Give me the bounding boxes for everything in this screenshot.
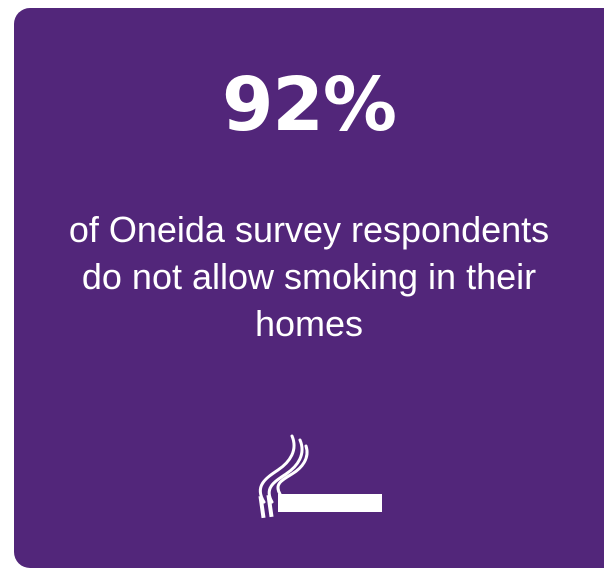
statistic-value: 92%	[221, 62, 397, 148]
smoke-line	[267, 438, 304, 504]
statistic-description: of Oneida survey respondents do not allo…	[68, 209, 550, 344]
cigarette-filter-band	[258, 495, 266, 519]
stat-card: 92% of Oneida survey respondents do not …	[14, 8, 604, 568]
cigarette-body	[278, 494, 382, 512]
cigarette-filter-band	[266, 494, 274, 518]
smoke-line	[258, 434, 296, 504]
smoke-line	[276, 444, 309, 496]
cigarette-smoke-icon	[258, 434, 382, 519]
